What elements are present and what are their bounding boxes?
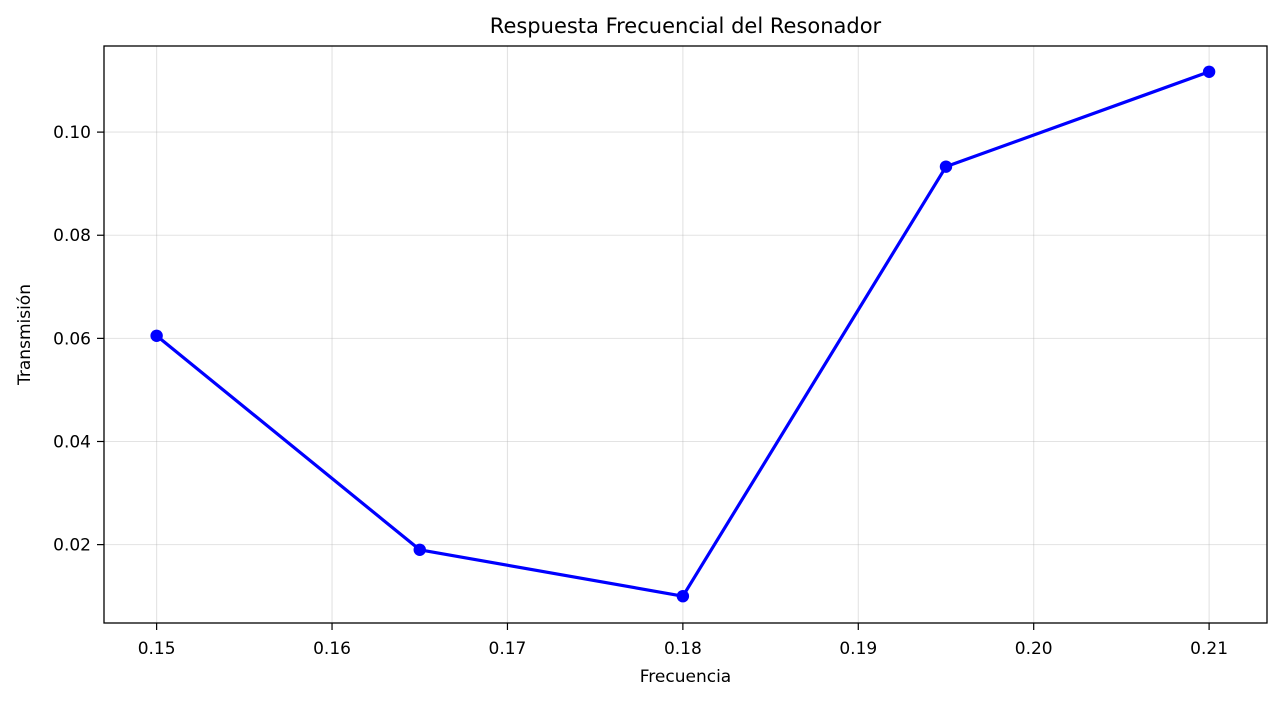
y-tick-label: 0.02 [53, 536, 91, 556]
y-tick-label: 0.10 [53, 123, 91, 143]
x-tick-label: 0.15 [138, 639, 176, 659]
x-axis-ticks: 0.15 0.16 0.17 0.18 0.19 0.20 0.21 [138, 623, 1228, 659]
data-point [1202, 65, 1216, 78]
y-axis-title: Transmisión [15, 284, 35, 386]
x-tick-label: 0.16 [313, 639, 351, 659]
chart-title: Respuesta Frecuencial del Resonador [490, 14, 882, 38]
data-point [150, 329, 163, 342]
series-layer [150, 65, 1216, 603]
grid [104, 46, 1267, 623]
data-point [939, 160, 953, 173]
y-axis-ticks: 0.02 0.04 0.06 0.08 0.10 [53, 123, 104, 556]
data-point [413, 543, 426, 556]
x-tick-label: 0.18 [664, 639, 702, 659]
x-tick-label: 0.19 [839, 639, 877, 659]
y-tick-label: 0.08 [53, 226, 91, 246]
y-tick-label: 0.06 [53, 329, 91, 349]
y-tick-label: 0.04 [53, 432, 91, 452]
x-tick-label: 0.20 [1015, 639, 1053, 659]
data-point [676, 589, 690, 603]
plot-area-frame [103, 45, 1268, 624]
x-axis-title: Frecuencia [640, 667, 731, 687]
x-tick-label: 0.17 [489, 639, 527, 659]
x-tick-label: 0.21 [1190, 639, 1228, 659]
